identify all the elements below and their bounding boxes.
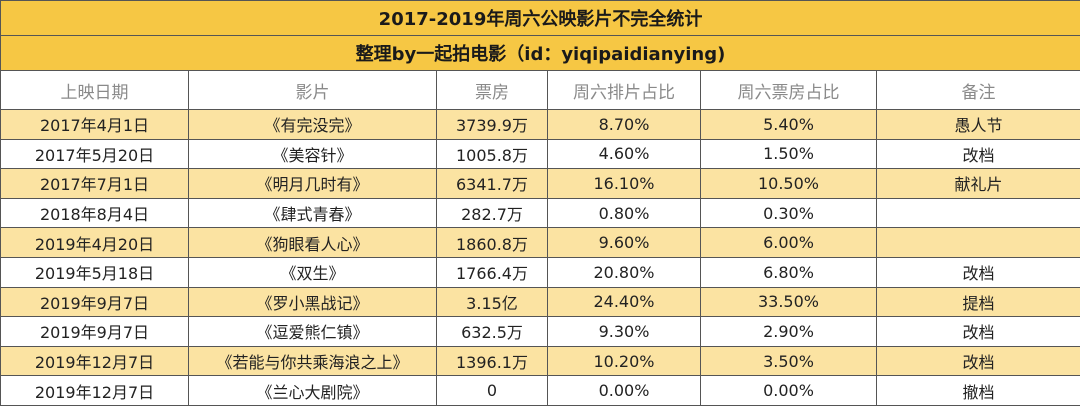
table-cell: 2018年8月4日 (0, 197, 189, 229)
table-cell: 10.20% (547, 345, 701, 377)
table-row: 2017年4月1日 《有完没完》 3739.9万 8.70% 5.40% 愚人节 (0, 109, 1080, 140)
table-cell: 撤档 (875, 375, 1080, 406)
table-cell: 2019年9月7日 (0, 316, 189, 347)
table-cell: 2019年12月7日 (0, 345, 189, 377)
table-cell: 《肆式青春》 (188, 197, 437, 229)
title-row: 2017-2019年周六公映影片不完全统计 (0, 0, 1080, 36)
table-cell: 24.40% (547, 286, 701, 318)
table-cell: 2019年12月7日 (0, 375, 189, 406)
table-row: 2017年7月1日 《明月几时有》 6341.7万 16.10% 10.50% 献礼片 (0, 168, 1080, 199)
table-cell: 1005.8万 (436, 138, 548, 170)
table-cell: 《有完没完》 (188, 109, 437, 140)
table-cell: 《若能与你共乘海浪之上》 (188, 345, 437, 377)
subtitle: 整理by一起拍电影（id：yiqipaidianying) (0, 35, 1080, 71)
table-cell: 改档 (875, 345, 1080, 377)
table-cell: 改档 (875, 256, 1080, 288)
table-cell: 1.50% (700, 138, 877, 170)
table-cell (875, 197, 1080, 229)
table-cell: 4.60% (547, 138, 701, 170)
table-cell: 2019年9月7日 (0, 286, 189, 318)
table-cell: 5.40% (700, 109, 877, 140)
table-cell: 3.50% (700, 345, 877, 377)
table-cell: 改档 (875, 138, 1080, 170)
table-cell: 9.30% (547, 316, 701, 347)
table-row: 2019年9月7日 《逗爱熊仁镇》 632.5万 9.30% 2.90% 改档 (0, 316, 1080, 347)
table-cell: 《罗小黑战记》 (188, 286, 437, 318)
table-cell: 0.00% (700, 375, 877, 406)
table-row: 2019年5月18日 《双生》 1766.4万 20.80% 6.80% 改档 (0, 256, 1080, 288)
table-cell: 《美容针》 (188, 138, 437, 170)
table-cell: 《兰心大剧院》 (188, 375, 437, 406)
title: 2017-2019年周六公映影片不完全统计 (0, 0, 1080, 36)
table-cell: 8.70% (547, 109, 701, 140)
table-cell: 《狗眼看人心》 (188, 227, 437, 258)
table-cell: 2019年5月18日 (0, 256, 189, 288)
table-cell: 改档 (875, 316, 1080, 347)
table-cell: 《明月几时有》 (188, 168, 437, 199)
table-cell: 2019年4月20日 (0, 227, 189, 258)
table-cell (875, 227, 1080, 258)
table-cell: 6.80% (700, 256, 877, 288)
table-cell: 献礼片 (875, 168, 1080, 199)
table-cell: 2017年7月1日 (0, 168, 189, 199)
table-row: 2019年12月7日 《若能与你共乘海浪之上》 1396.1万 10.20% 3.50%… (0, 345, 1080, 377)
table-cell: 3739.9万 (436, 109, 548, 140)
table-cell: 0.30% (700, 197, 877, 229)
table-cell: 0 (436, 375, 548, 406)
column-header: 上映日期 (0, 70, 189, 110)
table-cell: 1766.4万 (436, 256, 548, 288)
column-header: 影片 (188, 70, 437, 110)
table-cell: 282.7万 (436, 197, 548, 229)
table-cell: 愚人节 (875, 109, 1080, 140)
table-row: 2019年4月20日 《狗眼看人心》 1860.8万 9.60% 6.00% (0, 227, 1080, 258)
table-cell: 33.50% (700, 286, 877, 318)
table-row: 2019年9月7日 《罗小黑战记》 3.15亿 24.40% 33.50% 提档 (0, 286, 1080, 318)
table-cell: 《双生》 (188, 256, 437, 288)
table-cell: 3.15亿 (436, 286, 548, 318)
table-cell: 16.10% (547, 168, 701, 199)
table-cell: 10.50% (700, 168, 877, 199)
table-row: 2017年5月20日 《美容针》 1005.8万 4.60% 1.50% 改档 (0, 138, 1080, 170)
table-cell: 9.60% (547, 227, 701, 258)
table-cell: 6.00% (700, 227, 877, 258)
table-row: 2018年8月4日 《肆式青春》 282.7万 0.80% 0.30% (0, 197, 1080, 229)
table-row: 2019年12月7日 《兰心大剧院》 0 0.00% 0.00% 撤档 (0, 375, 1080, 406)
header-row: 上映日期 影片 票房 周六排片占比 周六票房占比 备注 (0, 70, 1080, 110)
table-cell: 20.80% (547, 256, 701, 288)
column-header: 周六票房占比 (700, 70, 877, 110)
table-cell: 0.00% (547, 375, 701, 406)
table-cell: 0.80% (547, 197, 701, 229)
table-cell: 1396.1万 (436, 345, 548, 377)
column-header: 备注 (875, 70, 1080, 110)
table-cell: 《逗爱熊仁镇》 (188, 316, 437, 347)
table-cell: 2017年4月1日 (0, 109, 189, 140)
table-cell: 6341.7万 (436, 168, 548, 199)
table-cell: 2017年5月20日 (0, 138, 189, 170)
table-cell: 提档 (875, 286, 1080, 318)
table-cell: 632.5万 (436, 316, 548, 347)
column-header: 周六排片占比 (547, 70, 701, 110)
subtitle-row: 整理by一起拍电影（id：yiqipaidianying) (0, 35, 1080, 71)
table-cell: 1860.8万 (436, 227, 548, 258)
table-cell: 2.90% (700, 316, 877, 347)
column-header: 票房 (436, 70, 548, 110)
